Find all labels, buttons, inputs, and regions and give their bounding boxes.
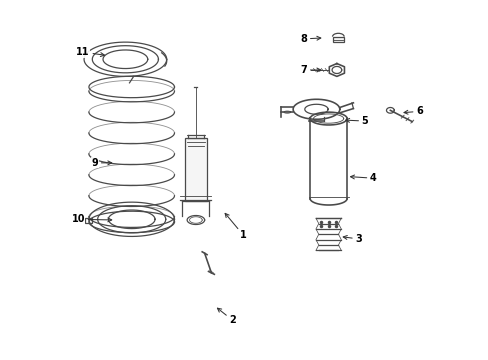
Text: 10: 10 [71, 214, 111, 224]
Text: 7: 7 [300, 65, 320, 75]
Text: 6: 6 [403, 107, 422, 116]
Text: 8: 8 [300, 34, 320, 44]
Text: 3: 3 [343, 234, 362, 244]
Text: 5: 5 [345, 116, 367, 126]
Text: 4: 4 [350, 173, 376, 183]
Text: 9: 9 [91, 158, 111, 168]
Text: 11: 11 [76, 47, 104, 57]
Bar [185, 138, 206, 202]
Bar [85, 218, 92, 223]
Text: 2: 2 [217, 308, 235, 325]
Text: 1: 1 [224, 213, 246, 240]
Bar [332, 37, 344, 41]
